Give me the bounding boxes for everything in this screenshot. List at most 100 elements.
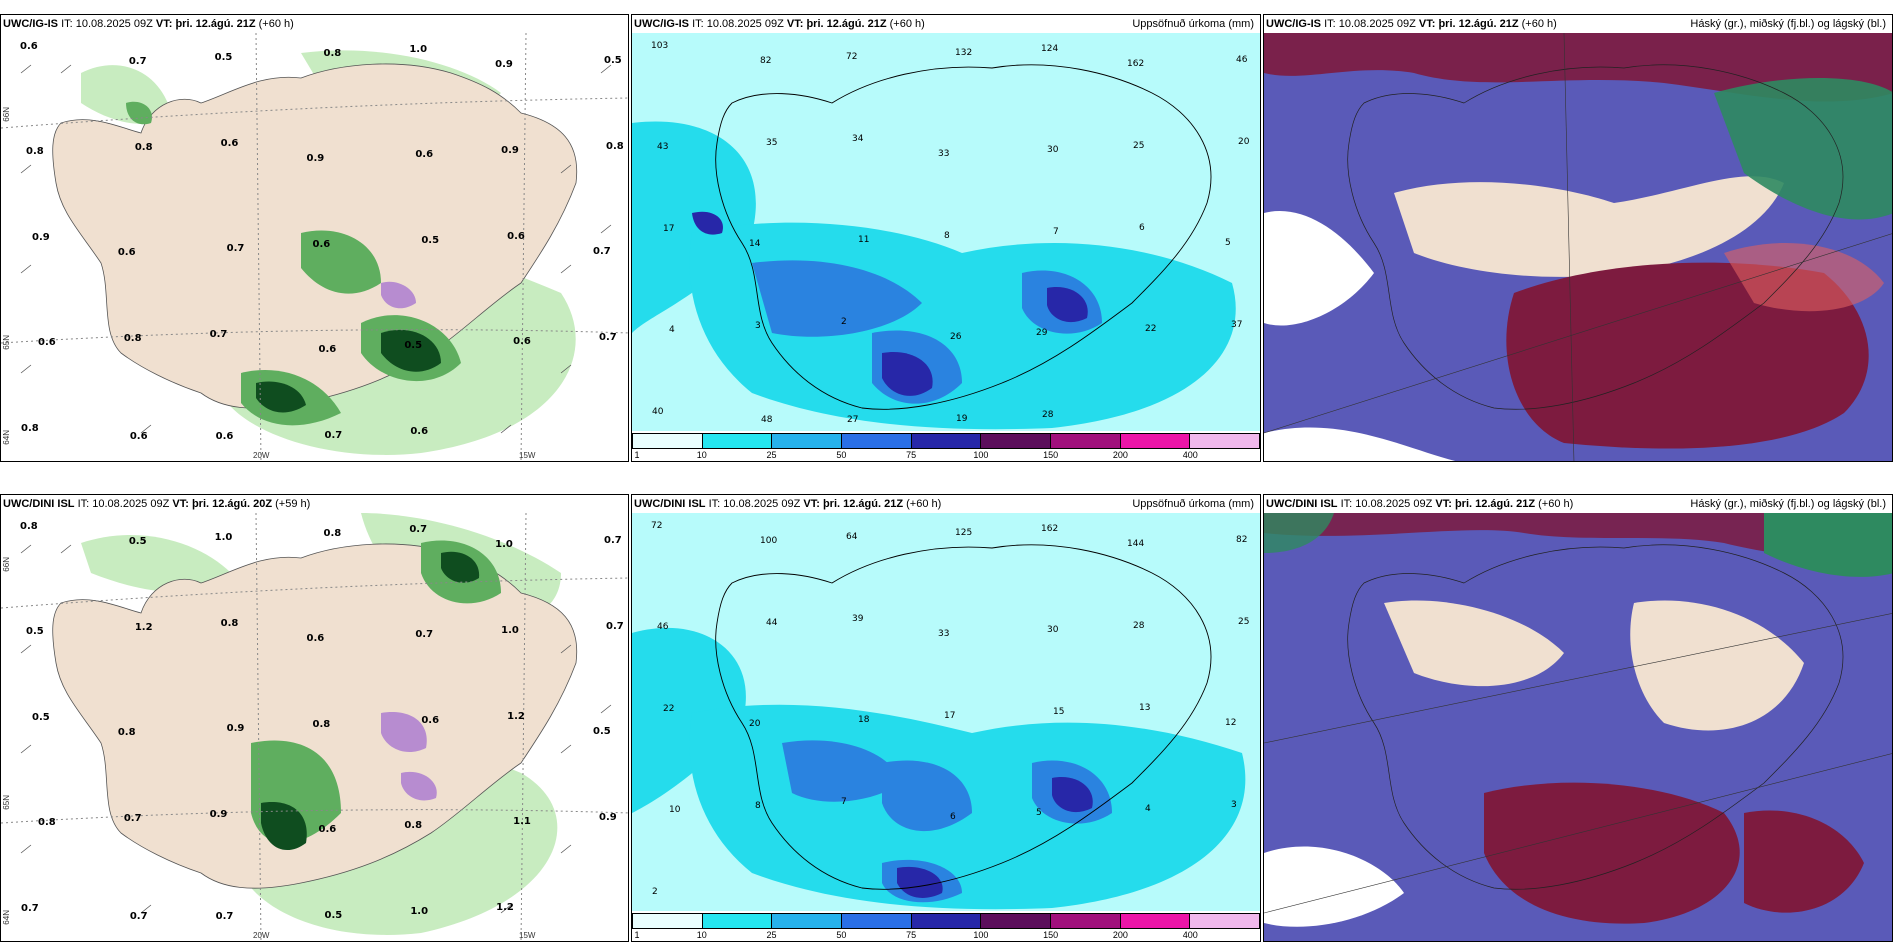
map-value-label: 0.6 bbox=[306, 633, 325, 644]
map-value-label: 10 bbox=[669, 805, 681, 815]
map-value-label: 72 bbox=[846, 52, 858, 62]
legend-ticks: 1 10 25 50 75 100 150 200 400 bbox=[632, 450, 1260, 461]
map-value-label: 1.0 bbox=[214, 532, 233, 543]
map-value-label: 43 bbox=[657, 142, 669, 152]
iceland-coastline bbox=[715, 64, 1212, 410]
panel-top-right: UWC/IG-IS IT: 10.08.2025 09Z VT: þri. 12… bbox=[1263, 14, 1893, 462]
map-value-label: 0.9 bbox=[226, 723, 245, 734]
legend-swatch bbox=[1051, 434, 1121, 448]
map-value-label: 1.2 bbox=[496, 902, 514, 913]
map-value-label: 103 bbox=[651, 41, 669, 51]
precip-legend: 1 10 25 50 75 100 150 200 400 bbox=[632, 431, 1260, 461]
it-label: IT: bbox=[692, 18, 704, 30]
map-area[interactable] bbox=[1264, 33, 1892, 461]
legend-swatch bbox=[1051, 914, 1121, 928]
map-value-label: 132 bbox=[955, 48, 973, 58]
legend-swatch bbox=[911, 434, 982, 448]
lead-time: (+59 h) bbox=[275, 498, 311, 510]
panel-header: UWC/DINI ISL IT: 10.08.2025 09Z VT: þri.… bbox=[632, 495, 1260, 513]
map-value-label: 0.6 bbox=[410, 426, 429, 437]
valid-time: þri. 12.ágú. 21Z bbox=[806, 18, 887, 30]
panel-header: UWC/IG-IS IT: 10.08.2025 09Z VT: þri. 12… bbox=[1264, 15, 1892, 33]
legend-tick-label: 200 bbox=[1112, 450, 1128, 460]
lead-time: (+60 h) bbox=[258, 18, 294, 30]
legend-swatch bbox=[1190, 434, 1260, 448]
map-value-label: 7 bbox=[1053, 227, 1059, 237]
legend-swatch bbox=[633, 434, 703, 448]
map-value-label: 0.5 bbox=[604, 55, 622, 66]
map-area[interactable] bbox=[632, 33, 1260, 431]
legend-tick-label: 10 bbox=[696, 930, 707, 940]
vt-label: VT: bbox=[1418, 18, 1436, 30]
panel-title: Uppsöfnuð úrkoma (mm) bbox=[1132, 498, 1254, 510]
legend-swatch bbox=[1120, 434, 1191, 448]
map-value-label: 14 bbox=[749, 239, 761, 249]
valid-time: þri. 12.ágú. 21Z bbox=[175, 18, 256, 30]
map-value-label: 0.9 bbox=[32, 232, 50, 243]
map-value-label: 0.7 bbox=[599, 332, 617, 343]
wind-precip-map bbox=[1, 33, 628, 461]
lat-label-66n: 66N bbox=[2, 557, 11, 572]
vt-label: VT: bbox=[172, 498, 189, 510]
model-name: UWC/IG-IS bbox=[634, 18, 689, 30]
legend-ticks: 1 10 25 50 75 100 150 200 400 bbox=[632, 930, 1260, 941]
legend-tick-label: 75 bbox=[906, 450, 917, 460]
panel-bottom-mid: UWC/DINI ISL IT: 10.08.2025 09Z VT: þri.… bbox=[631, 494, 1261, 942]
map-value-label: 0.7 bbox=[593, 246, 611, 257]
map-value-label: 19 bbox=[956, 414, 968, 424]
map-value-label: 0.6 bbox=[507, 231, 525, 242]
map-value-label: 7 bbox=[841, 797, 847, 807]
map-value-label: 0.6 bbox=[312, 239, 331, 250]
map-value-label: 0.9 bbox=[599, 812, 617, 823]
map-value-label: 0.7 bbox=[21, 903, 39, 914]
legend-tick-label: 25 bbox=[766, 450, 777, 460]
legend-swatch bbox=[911, 914, 982, 928]
map-value-label: 13 bbox=[1139, 703, 1151, 713]
map-value-label: 100 bbox=[760, 536, 778, 546]
map-value-label: 26 bbox=[950, 332, 962, 342]
legend-tick-label: 75 bbox=[906, 930, 917, 940]
map-value-label: 4 bbox=[669, 325, 675, 335]
map-area[interactable] bbox=[1, 33, 628, 461]
map-value-label: 48 bbox=[761, 415, 773, 425]
lon-label-20w: 20W bbox=[253, 931, 270, 940]
map-value-label: 39 bbox=[852, 614, 864, 624]
legend-tick-label: 400 bbox=[1182, 930, 1198, 940]
legend-tick-label: 150 bbox=[1043, 450, 1059, 460]
map-value-label: 1.0 bbox=[501, 625, 519, 636]
panel-header: UWC/DINI ISL IT: 10.08.2025 09Z VT: þri.… bbox=[1264, 495, 1892, 513]
legend-swatch bbox=[1120, 914, 1191, 928]
lon-label-15w: 15W bbox=[519, 931, 536, 940]
legend-tick-label: 1 bbox=[634, 930, 640, 940]
map-value-label: 0.8 bbox=[606, 141, 624, 152]
legend-tick-label: 400 bbox=[1182, 450, 1198, 460]
map-value-label: 17 bbox=[944, 711, 956, 721]
map-value-label: 0.7 bbox=[128, 56, 147, 67]
vt-label: VT: bbox=[155, 18, 173, 30]
map-value-label: 33 bbox=[938, 629, 950, 639]
legend-swatch bbox=[702, 434, 773, 448]
legend-swatch bbox=[981, 914, 1052, 928]
legend-swatch bbox=[981, 434, 1052, 448]
legend-tick-label: 50 bbox=[836, 450, 847, 460]
panel-title: Háský (gr.), miðský (fj.bl.) og lágský (… bbox=[1690, 498, 1886, 510]
map-value-label: 18 bbox=[858, 715, 870, 725]
panel-title: Háský (gr.), miðský (fj.bl.) og lágský (… bbox=[1690, 18, 1886, 30]
precip-map bbox=[632, 33, 1260, 431]
map-value-label: 1.2 bbox=[507, 711, 525, 722]
legend-swatch bbox=[842, 914, 912, 928]
model-name: UWC/DINI ISL bbox=[3, 498, 75, 510]
init-time: 10.08.2025 09Z bbox=[92, 498, 170, 510]
map-value-label: 1.0 bbox=[409, 44, 428, 55]
map-area[interactable] bbox=[1, 513, 628, 941]
map-value-label: 8 bbox=[944, 231, 950, 241]
map-value-label: 30 bbox=[1047, 145, 1059, 155]
lead-time: (+60 h) bbox=[889, 18, 925, 30]
map-value-label: 0.6 bbox=[220, 138, 239, 149]
legend-swatch bbox=[702, 914, 773, 928]
valid-time: þri. 12.ágú. 21Z bbox=[1438, 18, 1519, 30]
map-area[interactable] bbox=[1264, 513, 1892, 941]
map-value-label: 0.5 bbox=[32, 712, 50, 723]
map-area[interactable] bbox=[632, 513, 1260, 911]
legend-color-bar bbox=[632, 433, 1260, 449]
